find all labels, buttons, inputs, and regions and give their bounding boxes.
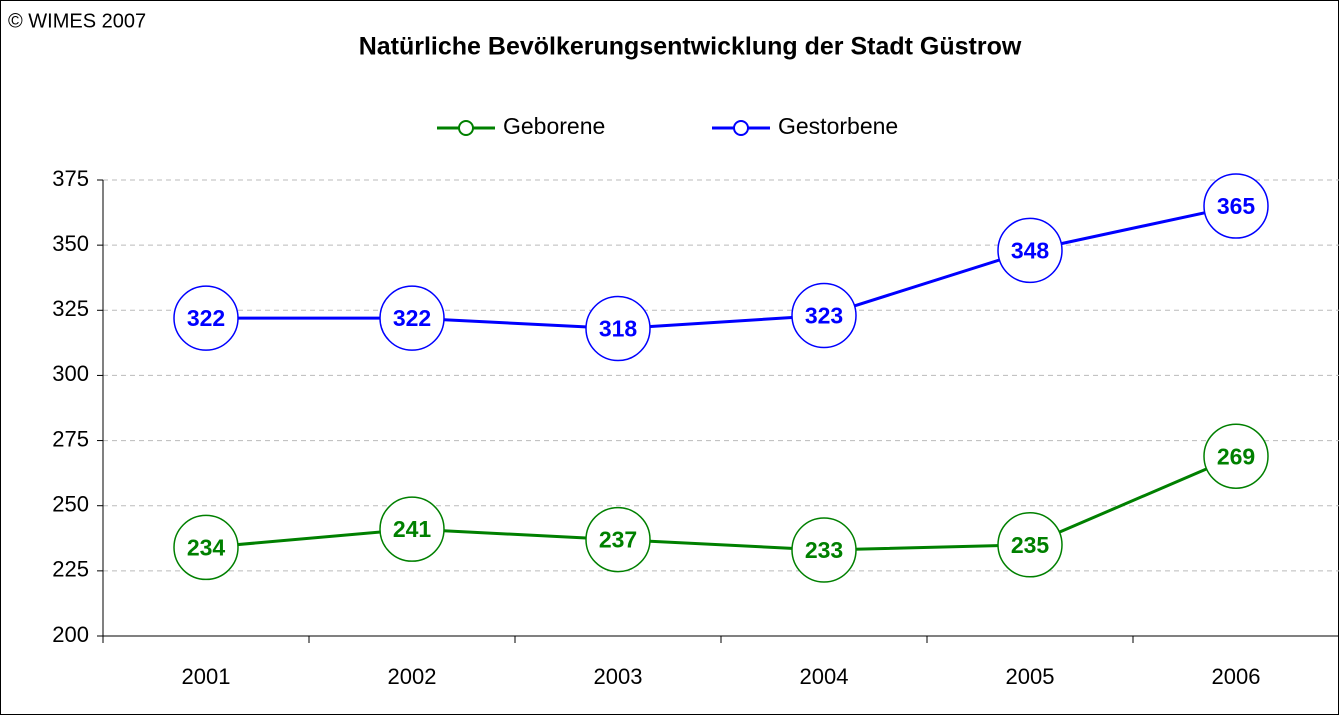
legend-marker — [733, 120, 749, 136]
data-point — [173, 514, 239, 581]
copyright: © WIMES 2007 — [8, 10, 146, 32]
y-tick-label: 350 — [52, 231, 89, 256]
data-point — [997, 512, 1063, 578]
x-tick-label: 2006 — [1212, 664, 1261, 689]
y-tick-label: 225 — [52, 557, 89, 582]
x-tick-label: 2003 — [594, 664, 643, 689]
x-tick-label: 2005 — [1006, 664, 1055, 689]
legend-label: Gestorbene — [778, 113, 898, 139]
data-point — [173, 285, 239, 351]
data-label: 365 — [1217, 193, 1256, 219]
data-point — [379, 285, 445, 351]
x-tick-label: 2001 — [182, 664, 231, 689]
data-label: 348 — [1011, 237, 1050, 263]
legend-label: Geborene — [503, 113, 605, 139]
data-point — [1203, 173, 1269, 239]
series-line — [206, 204, 1237, 331]
data-point — [585, 506, 651, 573]
data-point — [791, 517, 857, 583]
data-label: 237 — [599, 527, 637, 553]
data-point — [791, 282, 857, 349]
y-tick-label: 375 — [52, 166, 89, 191]
x-tick-label: 2002 — [388, 664, 437, 689]
data-label: 269 — [1217, 443, 1255, 469]
y-tick-label: 200 — [52, 622, 89, 647]
legend-marker — [458, 120, 474, 136]
data-label: 233 — [805, 537, 843, 563]
chart-title: Natürliche Bevölkerungsentwicklung der S… — [359, 33, 1022, 61]
data-point — [379, 496, 445, 562]
data-label: 323 — [805, 303, 843, 329]
x-tick-label: 2004 — [800, 664, 849, 689]
series-line — [205, 454, 1237, 552]
data-point — [997, 217, 1063, 284]
data-label: 322 — [187, 305, 225, 331]
data-label: 241 — [393, 516, 432, 542]
data-label: 318 — [599, 316, 638, 342]
data-label: 235 — [1011, 532, 1050, 558]
data-point — [585, 295, 651, 362]
data-label: 234 — [187, 534, 226, 560]
y-tick-label: 275 — [52, 426, 89, 451]
data-label: 322 — [393, 305, 431, 331]
data-point — [1203, 423, 1269, 489]
y-tick-label: 250 — [52, 492, 89, 517]
y-tick-label: 325 — [52, 296, 89, 321]
y-tick-label: 300 — [52, 361, 89, 386]
